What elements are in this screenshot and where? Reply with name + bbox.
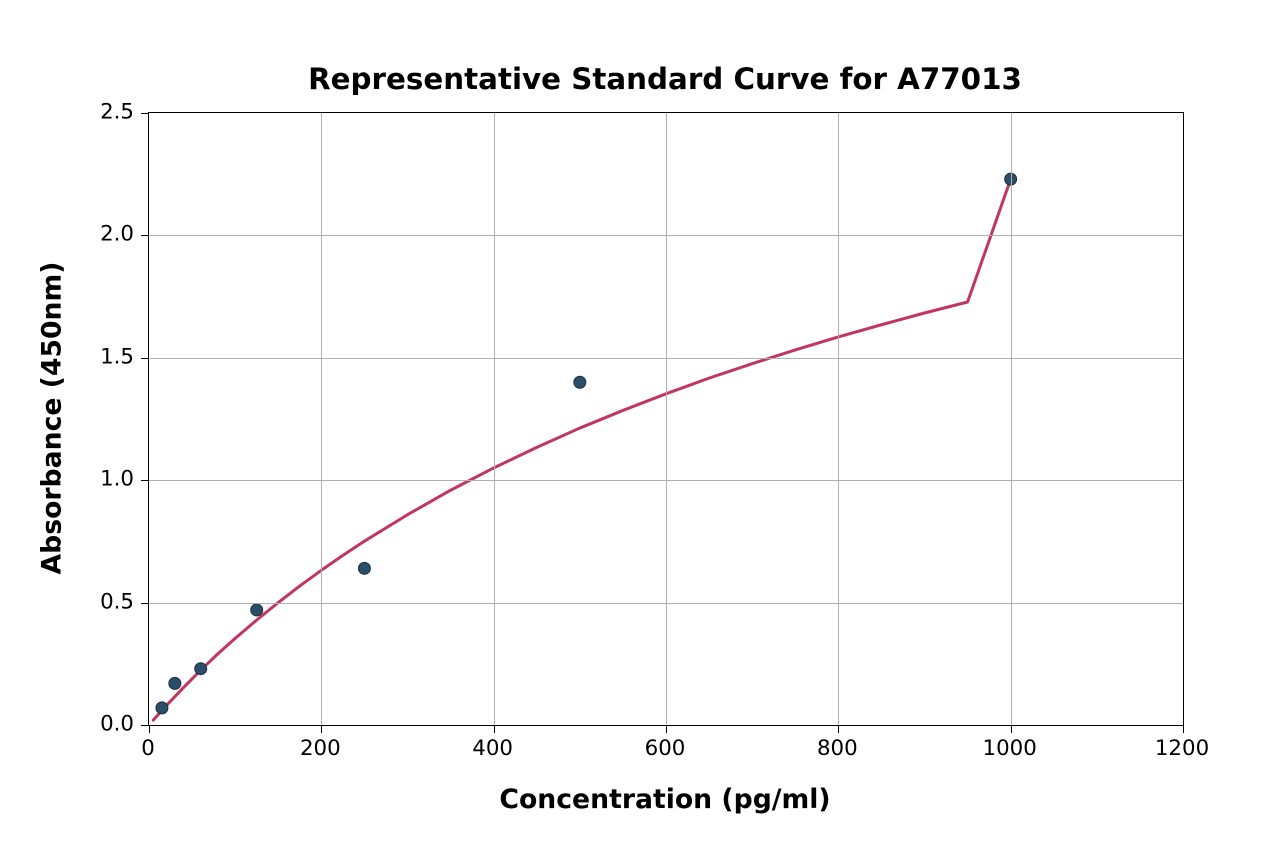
y-tick: [141, 113, 149, 114]
x-tick-label: 200: [300, 736, 341, 761]
x-tick-label: 800: [817, 736, 858, 761]
y-axis-label: Absorbance (450nm): [37, 261, 68, 574]
plot-area: [148, 112, 1184, 726]
y-tick-label: 1.0: [94, 467, 134, 492]
figure: Representative Standard Curve for A77013…: [0, 0, 1280, 845]
scatter-point: [195, 663, 207, 675]
grid-line-horizontal: [149, 480, 1183, 481]
x-tick-label: 600: [645, 736, 686, 761]
grid-line-vertical: [494, 113, 495, 725]
y-tick-label: 0.0: [94, 712, 134, 737]
x-tick: [838, 725, 839, 733]
x-tick-label: 1000: [983, 736, 1037, 761]
y-tick-label: 0.5: [94, 589, 134, 614]
x-tick: [1183, 725, 1184, 733]
fit-curve: [153, 179, 1010, 720]
scatter-point: [156, 702, 168, 714]
x-tick: [666, 725, 667, 733]
grid-line-horizontal: [149, 358, 1183, 359]
y-tick: [141, 480, 149, 481]
grid-line-vertical: [321, 113, 322, 725]
x-tick-label: 400: [472, 736, 513, 761]
y-tick: [141, 235, 149, 236]
scatter-point: [251, 604, 263, 616]
x-tick: [494, 725, 495, 733]
y-tick: [141, 358, 149, 359]
grid-line-vertical: [1011, 113, 1012, 725]
x-tick: [1011, 725, 1012, 733]
chart-title: Representative Standard Curve for A77013: [308, 62, 1022, 96]
y-tick-label: 1.5: [94, 344, 134, 369]
scatter-point: [574, 376, 586, 388]
grid-line-horizontal: [149, 235, 1183, 236]
grid-line-vertical: [666, 113, 667, 725]
x-tick: [321, 725, 322, 733]
x-tick-label: 0: [141, 736, 155, 761]
grid-line-horizontal: [149, 603, 1183, 604]
x-tick-label: 1200: [1155, 736, 1209, 761]
y-tick: [141, 603, 149, 604]
x-axis-label: Concentration (pg/ml): [499, 784, 830, 815]
grid-line-vertical: [838, 113, 839, 725]
y-tick-label: 2.0: [94, 222, 134, 247]
scatter-point: [358, 562, 370, 574]
y-tick: [141, 725, 149, 726]
scatter-point: [169, 677, 181, 689]
x-tick: [149, 725, 150, 733]
y-tick-label: 2.5: [94, 100, 134, 125]
